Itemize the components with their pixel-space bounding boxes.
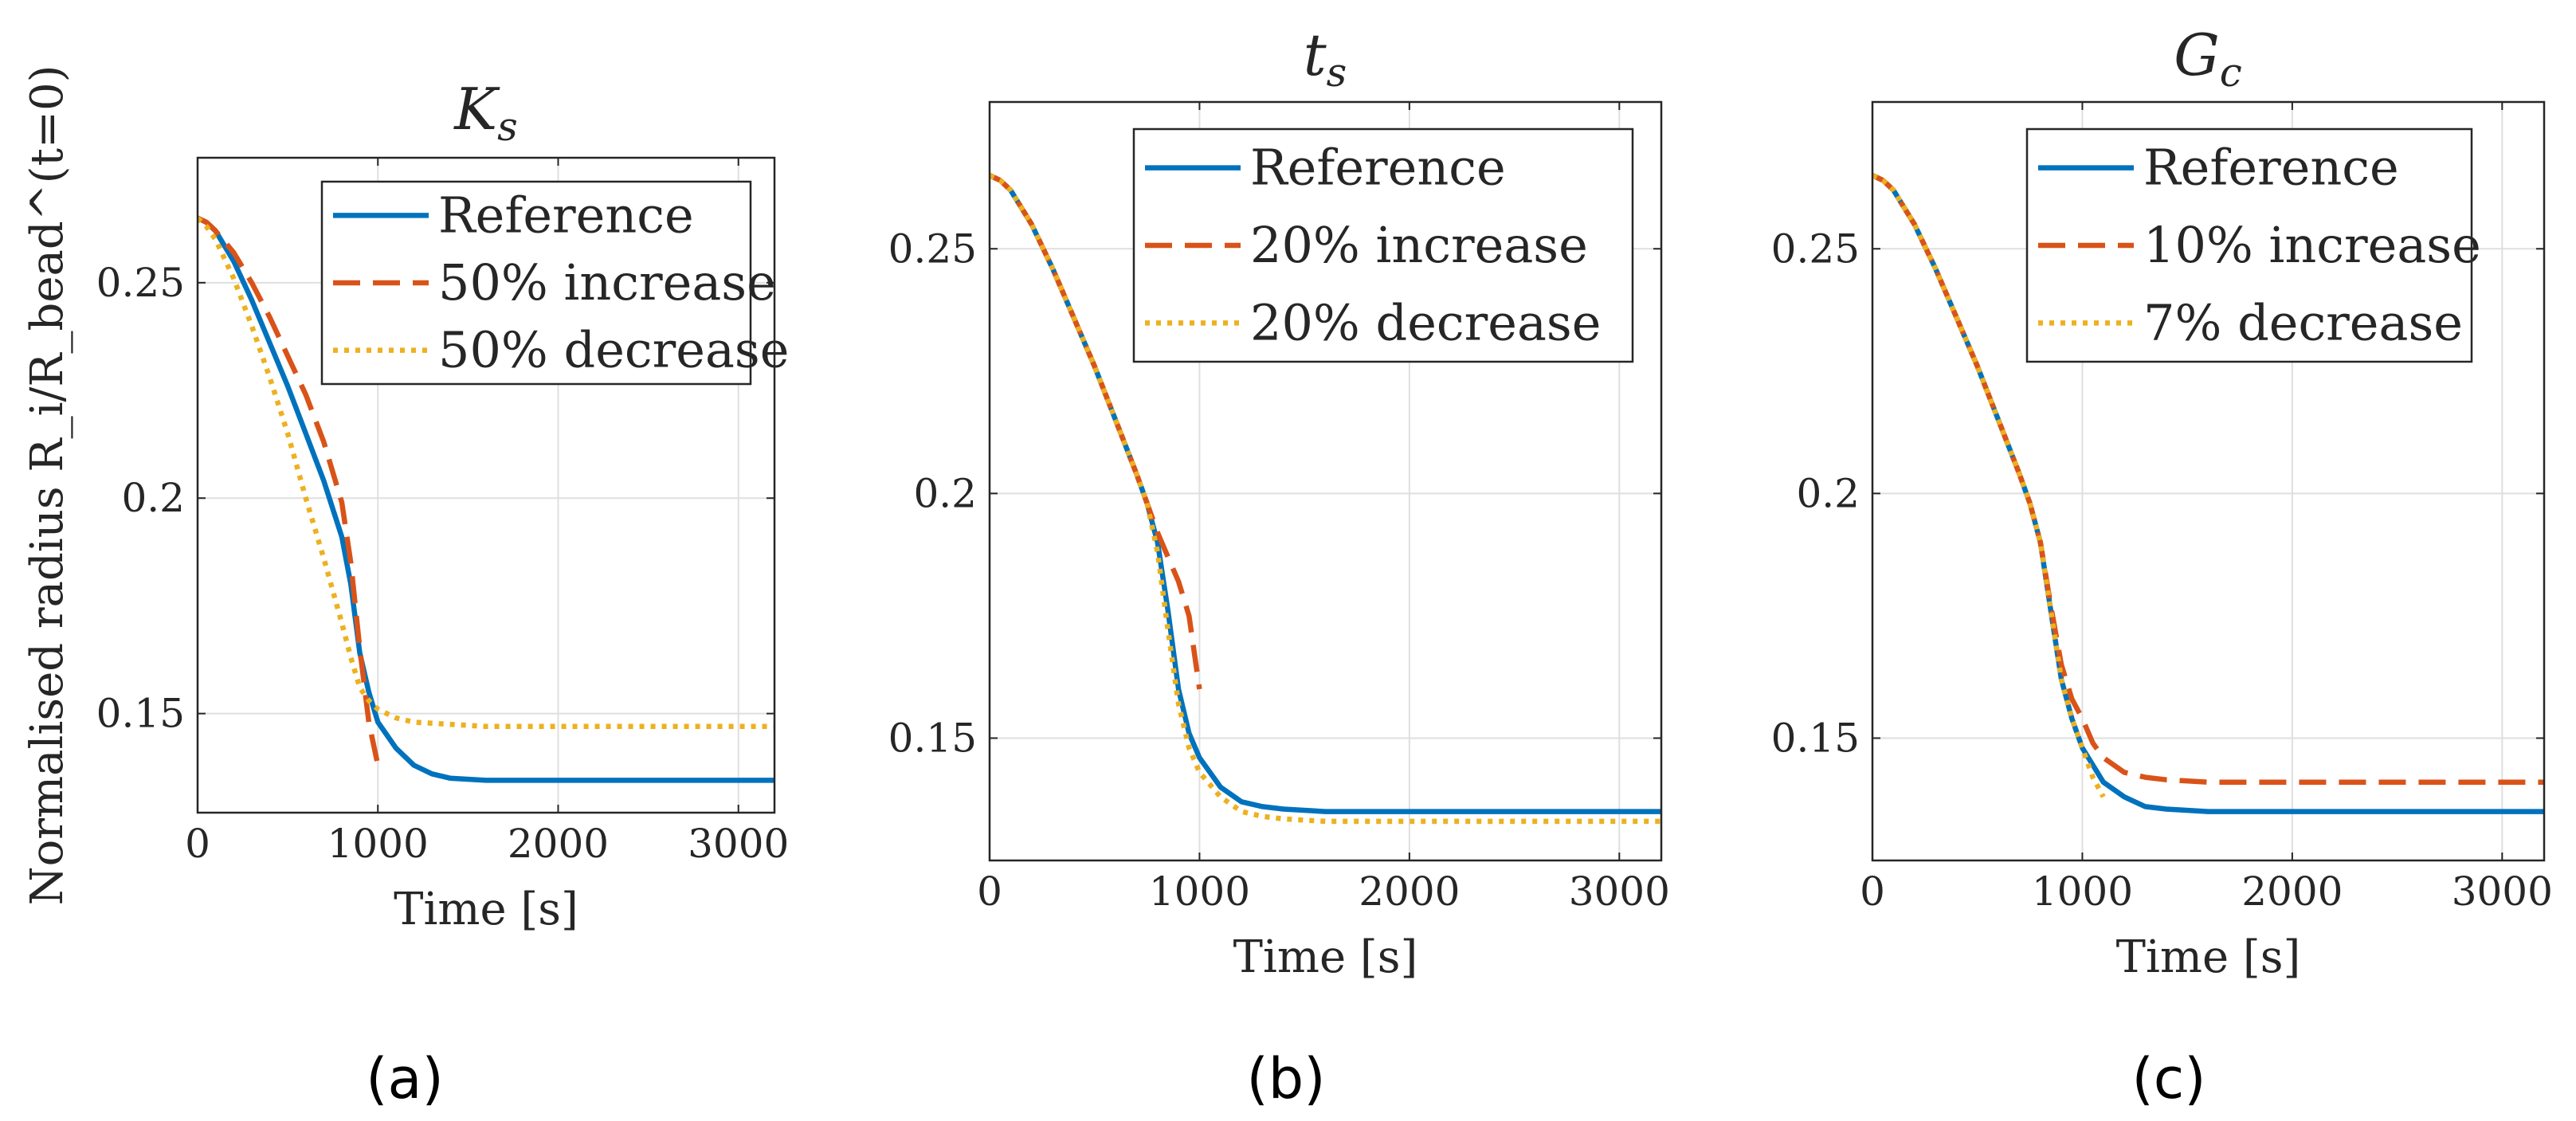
x-tick-label: 2000 bbox=[508, 821, 609, 867]
legend: Reference 20% increase 20% decrease bbox=[1132, 127, 1634, 363]
x-tick-label: 3000 bbox=[688, 821, 789, 867]
y-tick-label: 0.25 bbox=[1771, 225, 1860, 272]
x-tick-label: 3000 bbox=[2452, 868, 2553, 915]
axes-frame bbox=[988, 100, 1663, 862]
y-tick-label: 0.2 bbox=[1796, 470, 1860, 516]
legend-label: Reference bbox=[2143, 139, 2399, 197]
series-line-3 bbox=[1872, 173, 2106, 798]
legend-label: 20% increase bbox=[1250, 216, 1588, 274]
x-tick-label: 0 bbox=[185, 821, 210, 867]
y-tick-label: 0.15 bbox=[888, 715, 977, 761]
legend-label: 20% decrease bbox=[1250, 293, 1601, 351]
legend-label: 10% increase bbox=[2143, 216, 2481, 274]
panel-label: (b) bbox=[1246, 1046, 1325, 1111]
legend-label: 7% decrease bbox=[2143, 293, 2463, 351]
chart-panel-2: 0 1000 2000 3000 0.15 0.2 0.25 Time [s] ts Refere… bbox=[888, 22, 1670, 1111]
x-tick-label: 2000 bbox=[1359, 868, 1460, 915]
legend-label: 50% decrease bbox=[438, 321, 789, 379]
x-tick-label: 0 bbox=[1860, 868, 1885, 915]
legend-label: 50% increase bbox=[438, 253, 776, 312]
chart-title: Gc bbox=[2174, 22, 2242, 96]
legend: Reference 10% increase 7% decrease bbox=[2025, 127, 2481, 363]
x-tick-label: 1000 bbox=[1149, 868, 1250, 915]
y-tick-label: 0.25 bbox=[888, 225, 977, 272]
y-tick-label: 0.15 bbox=[96, 691, 185, 737]
chart-title: ts bbox=[1304, 22, 1347, 96]
y-axis-label: Normalised radius R_i/R_bead^(t=0) bbox=[22, 65, 73, 906]
chart-panel-1: 0 1000 2000 3000 0.15 0.2 0.25 Time [s] Normalis… bbox=[22, 65, 789, 1111]
x-tick-label: 3000 bbox=[1569, 868, 1670, 915]
x-tick-label: 1000 bbox=[2032, 868, 2133, 915]
axes-frame bbox=[1871, 100, 2546, 862]
x-tick-label: 1000 bbox=[327, 821, 429, 867]
panel-label: (a) bbox=[366, 1046, 444, 1111]
chart-title: Ks bbox=[453, 76, 517, 150]
legend: Reference 50% increase 50% decrease bbox=[320, 180, 789, 386]
x-axis-label: Time [s] bbox=[2116, 931, 2301, 983]
legend-label: Reference bbox=[438, 186, 694, 244]
panel-label: (c) bbox=[2131, 1046, 2205, 1111]
y-tick-label: 0.2 bbox=[121, 475, 185, 521]
x-tick-label: 2000 bbox=[2241, 868, 2343, 915]
x-tick-label: 0 bbox=[977, 868, 1002, 915]
chart-panel-3: 0 1000 2000 3000 0.15 0.2 0.25 Time [s] Gc Refere… bbox=[1771, 22, 2553, 1111]
y-tick-label: 0.2 bbox=[913, 470, 977, 516]
series-line-3 bbox=[198, 216, 774, 730]
series-line-2 bbox=[198, 215, 381, 766]
axes-frame bbox=[196, 156, 776, 814]
x-axis-label: Time [s] bbox=[1233, 931, 1418, 983]
y-tick-label: 0.25 bbox=[96, 260, 185, 306]
y-tick-label: 0.15 bbox=[1771, 715, 1860, 761]
legend-label: Reference bbox=[1250, 139, 1506, 197]
x-axis-label: Time [s] bbox=[394, 884, 578, 935]
